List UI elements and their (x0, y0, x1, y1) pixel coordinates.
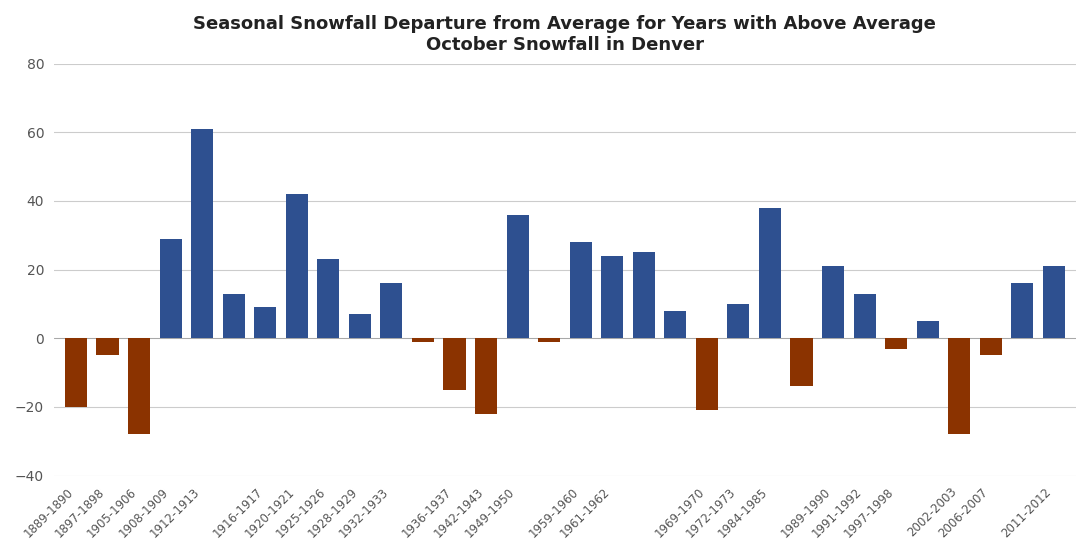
Bar (948, 339, 970, 435)
Bar (1043, 266, 1065, 339)
Bar (759, 208, 781, 339)
Bar (443, 339, 466, 390)
Bar (664, 311, 686, 339)
Bar (254, 307, 276, 339)
Bar (696, 339, 718, 410)
Bar (728, 304, 750, 339)
Bar (506, 215, 529, 339)
Bar (791, 339, 813, 386)
Bar (538, 339, 560, 342)
Bar (223, 294, 244, 339)
Bar (853, 294, 876, 339)
Bar (822, 266, 844, 339)
Title: Seasonal Snowfall Departure from Average for Years with Above Average
October Sn: Seasonal Snowfall Departure from Average… (193, 15, 936, 54)
Bar (980, 339, 1002, 355)
Bar (1011, 284, 1033, 339)
Bar (128, 339, 151, 435)
Bar (916, 321, 938, 339)
Bar (601, 256, 623, 339)
Bar (159, 239, 181, 339)
Bar (885, 339, 908, 349)
Bar (191, 129, 213, 339)
Bar (96, 339, 119, 355)
Bar (317, 259, 339, 339)
Bar (412, 339, 434, 342)
Bar (381, 284, 403, 339)
Bar (349, 314, 371, 339)
Bar (64, 339, 87, 407)
Bar (475, 339, 497, 414)
Bar (286, 194, 308, 339)
Bar (570, 242, 591, 339)
Bar (633, 253, 655, 339)
